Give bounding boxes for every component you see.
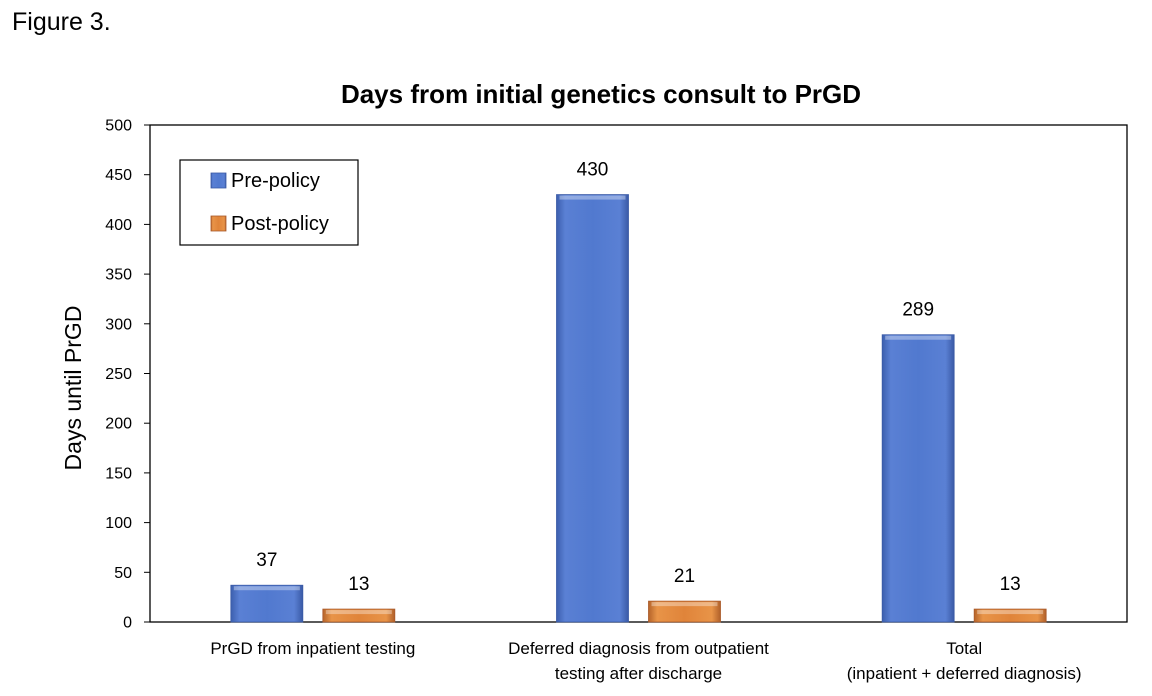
legend: Pre-policy Post-policy: [179, 159, 359, 246]
y-tick-label: 300: [105, 316, 132, 333]
bar-pre-policy-2: [881, 334, 955, 623]
y-tick-label: 150: [105, 465, 132, 482]
legend-entry: Pre-policy: [231, 170, 320, 192]
y-tick-label: 100: [105, 515, 132, 532]
y-axis-label: Days until PrGD: [60, 306, 86, 471]
y-axis: 0 50 100 150 200 250 300 350 400 450 500: [105, 118, 150, 632]
y-tick-label: 350: [105, 267, 132, 284]
bars: 37 13 430 21 289 13: [230, 160, 1047, 623]
data-label: 21: [674, 566, 695, 587]
bar-post-policy-1: [648, 600, 721, 623]
bar-highlight: [977, 610, 1044, 615]
bar-pre-policy-1: [556, 194, 629, 623]
bar-post-policy-2: [973, 608, 1047, 623]
figure-label: Figure 3.: [12, 8, 111, 36]
bar-highlight: [885, 335, 952, 340]
legend-box: [179, 159, 359, 246]
y-tick-label: 200: [105, 416, 132, 433]
y-tick-label: 400: [105, 217, 132, 234]
legend-entry: Post-policy: [231, 213, 329, 235]
category-label: Total (inpatient + deferred diagnosis): [847, 639, 1082, 683]
bar-post-policy-0: [322, 608, 396, 623]
chart-title: Days from initial genetics consult to Pr…: [341, 79, 861, 109]
legend-swatch-post-policy: [210, 215, 227, 232]
category-label: Deferred diagnosis from outpatient testin…: [508, 639, 769, 683]
bar-highlight: [559, 195, 626, 200]
y-tick-label: 50: [114, 565, 132, 582]
data-label: 13: [1000, 574, 1021, 595]
category-label: PrGD from inpatient testing: [210, 639, 415, 658]
data-label: 430: [577, 160, 609, 181]
bar-highlight: [325, 610, 392, 615]
y-tick-label: 450: [105, 167, 132, 184]
y-tick-label: 500: [105, 118, 132, 135]
y-tick-label: 0: [123, 615, 132, 632]
bar-highlight: [233, 586, 300, 591]
data-label: 289: [902, 300, 934, 321]
bar-highlight: [651, 602, 718, 607]
legend-swatch-pre-policy: [210, 172, 227, 189]
data-label: 37: [256, 550, 277, 571]
data-label: 13: [348, 574, 369, 595]
bar-pre-policy-0: [230, 584, 304, 623]
y-tick-label: 250: [105, 366, 132, 383]
x-axis: PrGD from inpatient testing Deferred diag…: [210, 639, 1081, 683]
